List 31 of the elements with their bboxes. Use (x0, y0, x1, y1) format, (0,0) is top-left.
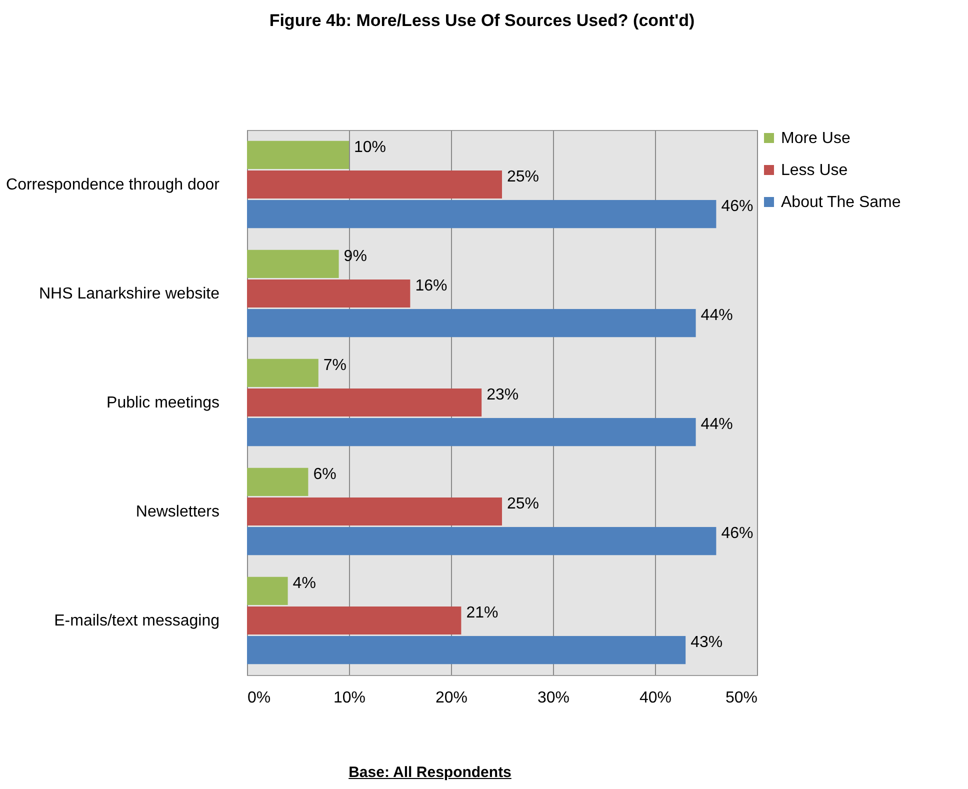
y-tick-label: E-mails/text messaging (54, 612, 220, 630)
data-label: 23% (486, 386, 519, 404)
data-label: 21% (466, 604, 498, 622)
x-tick-label: 10% (333, 690, 366, 706)
data-label: 4% (292, 574, 316, 592)
data-label: 46% (721, 198, 754, 216)
x-tick-label: 30% (537, 690, 570, 706)
data-label: 25% (507, 168, 540, 186)
data-label: 6% (313, 466, 336, 483)
x-tick-label: 20% (435, 690, 468, 706)
y-tick-label: Public meetings (106, 394, 220, 412)
data-label: 44% (700, 416, 733, 434)
chart-title: Figure 4b: More/Less Use Of Sources Used? (cont'd) (269, 11, 695, 30)
data-label: 16% (415, 278, 448, 294)
y-tick-label: Correspondence through door (6, 176, 220, 194)
x-tick-label: 0% (248, 690, 271, 706)
legend-label: Less Use (781, 162, 848, 179)
x-tick-label: 40% (639, 690, 672, 706)
data-label: 43% (690, 634, 723, 652)
text: Base: All Respondents (348, 764, 512, 781)
data-label: 9% (344, 248, 367, 265)
data-label: 46% (721, 525, 754, 542)
data-label: 7% (323, 356, 347, 374)
x-tick-label: 50% (725, 690, 758, 706)
legend-label: More Use (781, 130, 850, 147)
legend-label: About The Same (781, 194, 901, 211)
data-label: 44% (700, 307, 733, 324)
y-tick-label: Newsletters (136, 504, 220, 520)
data-label: 25% (507, 496, 540, 512)
y-tick-label: NHS Lanarkshire website (38, 286, 220, 302)
data-label: 10% (354, 138, 386, 156)
